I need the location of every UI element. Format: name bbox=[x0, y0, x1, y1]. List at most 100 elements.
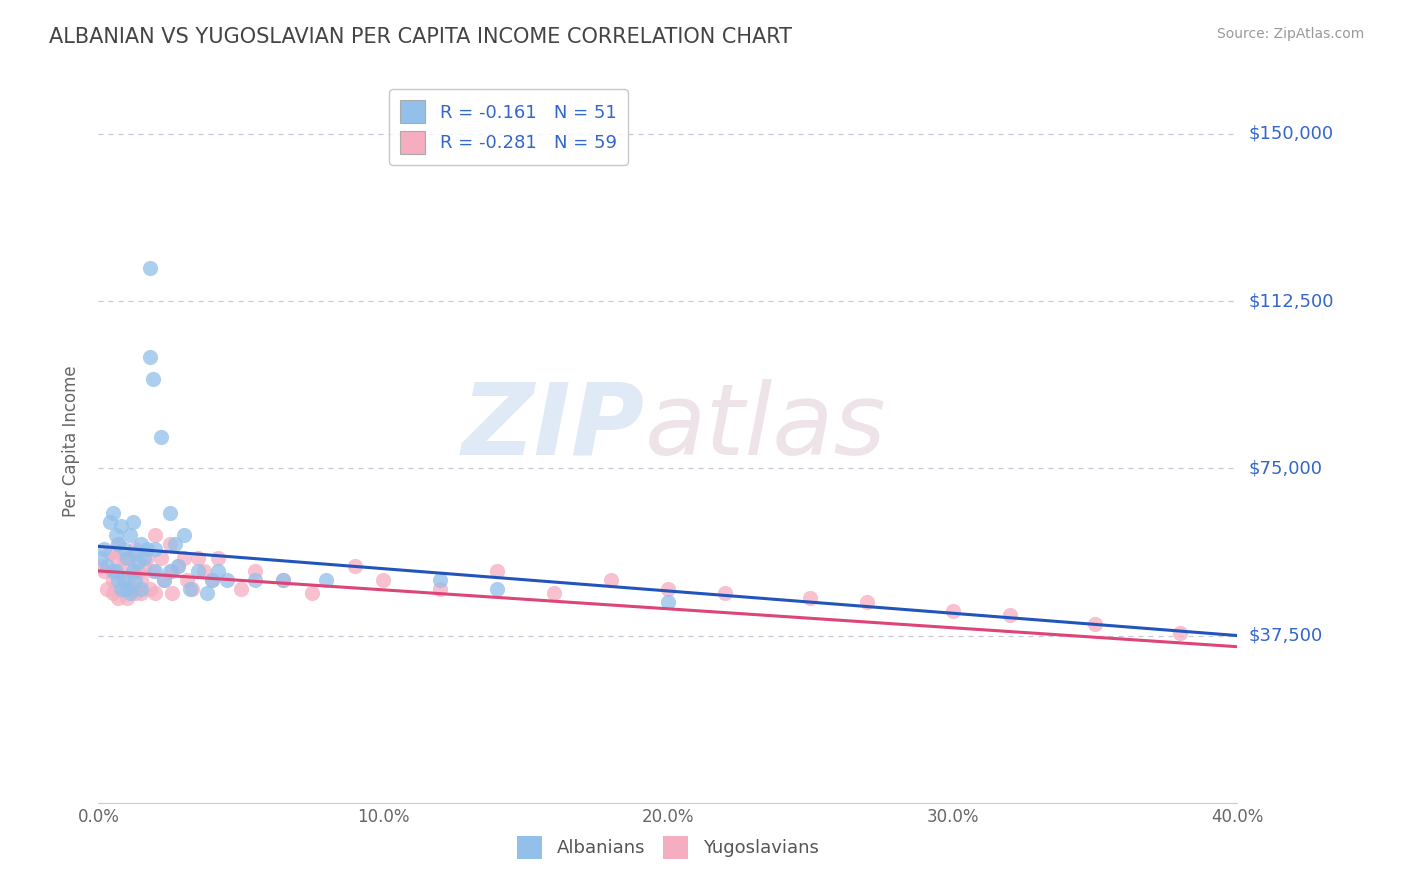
Point bbox=[107, 537, 129, 551]
Point bbox=[714, 586, 737, 600]
Point bbox=[90, 559, 112, 574]
Point bbox=[129, 582, 152, 596]
Point bbox=[201, 573, 224, 587]
Point bbox=[107, 591, 129, 605]
Point bbox=[145, 564, 167, 578]
Point bbox=[600, 573, 623, 587]
Point bbox=[429, 582, 451, 596]
Point bbox=[93, 541, 115, 556]
Point bbox=[98, 546, 121, 560]
Point bbox=[1170, 626, 1192, 640]
Point bbox=[165, 537, 187, 551]
Point bbox=[150, 430, 173, 444]
Point bbox=[98, 515, 121, 529]
Point bbox=[101, 573, 124, 587]
Point bbox=[159, 537, 181, 551]
Point bbox=[193, 564, 215, 578]
Point bbox=[187, 550, 209, 565]
Point bbox=[110, 564, 132, 578]
Point bbox=[1084, 617, 1107, 632]
Text: Source: ZipAtlas.com: Source: ZipAtlas.com bbox=[1216, 27, 1364, 41]
Point bbox=[243, 564, 266, 578]
Point bbox=[93, 564, 115, 578]
Point bbox=[127, 564, 149, 578]
Point bbox=[96, 559, 118, 574]
Point bbox=[112, 582, 135, 596]
Point bbox=[187, 564, 209, 578]
Point bbox=[229, 582, 252, 596]
Text: ZIP: ZIP bbox=[463, 378, 645, 475]
Point bbox=[124, 546, 146, 560]
Point bbox=[657, 595, 679, 609]
Point bbox=[145, 541, 167, 556]
Point bbox=[998, 608, 1021, 623]
Point bbox=[543, 586, 565, 600]
Point bbox=[132, 550, 155, 565]
Point bbox=[162, 586, 184, 600]
Point bbox=[115, 573, 138, 587]
Point bbox=[104, 528, 127, 542]
Point bbox=[101, 506, 124, 520]
Point bbox=[145, 586, 167, 600]
Text: $75,000: $75,000 bbox=[1249, 459, 1323, 477]
Point bbox=[301, 586, 323, 600]
Point bbox=[96, 582, 118, 596]
Point bbox=[486, 564, 509, 578]
Point bbox=[429, 573, 451, 587]
Point bbox=[115, 591, 138, 605]
Point bbox=[657, 582, 679, 596]
Point bbox=[101, 586, 124, 600]
Point bbox=[110, 519, 132, 533]
Point bbox=[138, 582, 160, 596]
Point bbox=[129, 586, 152, 600]
Point bbox=[121, 564, 143, 578]
Point bbox=[112, 541, 135, 556]
Point bbox=[181, 582, 204, 596]
Point bbox=[129, 537, 152, 551]
Point bbox=[373, 573, 395, 587]
Point bbox=[124, 586, 146, 600]
Point bbox=[121, 515, 143, 529]
Point bbox=[942, 604, 965, 618]
Legend: Albanians, Yugoslavians: Albanians, Yugoslavians bbox=[510, 829, 825, 866]
Point bbox=[273, 573, 295, 587]
Point bbox=[273, 573, 295, 587]
Text: ALBANIAN VS YUGOSLAVIAN PER CAPITA INCOME CORRELATION CHART: ALBANIAN VS YUGOSLAVIAN PER CAPITA INCOM… bbox=[49, 27, 792, 46]
Point bbox=[118, 586, 141, 600]
Point bbox=[173, 528, 195, 542]
Point bbox=[118, 582, 141, 596]
Point bbox=[243, 573, 266, 587]
Point bbox=[132, 559, 155, 574]
Point bbox=[129, 573, 152, 587]
Point bbox=[141, 372, 163, 386]
Point bbox=[179, 582, 201, 596]
Point bbox=[107, 537, 129, 551]
Point bbox=[856, 595, 879, 609]
Point bbox=[118, 528, 141, 542]
Point bbox=[115, 582, 138, 596]
Point bbox=[215, 573, 238, 587]
Point bbox=[159, 506, 181, 520]
Point bbox=[138, 350, 160, 364]
Text: $37,500: $37,500 bbox=[1249, 626, 1323, 645]
Point bbox=[167, 559, 190, 574]
Point bbox=[115, 550, 138, 565]
Point bbox=[159, 564, 181, 578]
Point bbox=[207, 550, 229, 565]
Point bbox=[195, 586, 218, 600]
Point bbox=[167, 559, 190, 574]
Point bbox=[104, 550, 127, 565]
Point bbox=[104, 564, 127, 578]
Point bbox=[90, 550, 112, 565]
Point bbox=[101, 564, 124, 578]
Point bbox=[162, 564, 184, 578]
Text: atlas: atlas bbox=[645, 378, 887, 475]
Point bbox=[145, 528, 167, 542]
Point bbox=[112, 573, 135, 587]
Point bbox=[118, 550, 141, 565]
Point bbox=[135, 550, 157, 565]
Point bbox=[110, 582, 132, 596]
Point bbox=[141, 564, 163, 578]
Y-axis label: Per Capita Income: Per Capita Income bbox=[62, 366, 80, 517]
Point bbox=[173, 550, 195, 565]
